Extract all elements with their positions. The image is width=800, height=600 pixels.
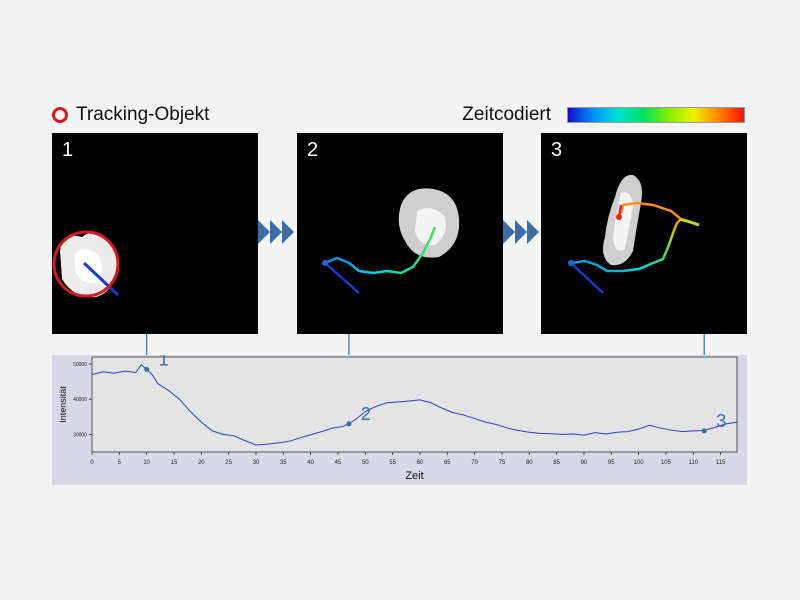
y-tick-label: 40000	[73, 397, 87, 403]
x-tick-label: 40	[307, 460, 314, 466]
frame-image-3	[568, 174, 700, 294]
tracking-ring-icon	[52, 107, 68, 123]
x-tick-label: 15	[171, 460, 178, 466]
frame-panel-1: 1	[52, 133, 258, 334]
x-tick-label: 90	[581, 460, 588, 466]
time-coded-legend: Zeitcodiert	[462, 104, 745, 126]
x-tick-label: 75	[499, 460, 506, 466]
x-tick-label: 5	[118, 460, 122, 466]
x-tick-label: 105	[661, 460, 672, 466]
frame-image-2	[322, 188, 460, 294]
frame-panel-3: 3	[541, 133, 747, 334]
frame-image-1	[52, 230, 120, 298]
marker-label: 2	[361, 404, 371, 424]
marker-dot	[701, 428, 707, 434]
x-tick-label: 110	[688, 460, 698, 466]
x-tick-label: 60	[417, 460, 424, 466]
x-tick-label: 95	[608, 460, 615, 466]
y-tick-label: 50000	[73, 362, 87, 368]
x-tick-label: 70	[471, 460, 478, 466]
x-tick-label: 45	[335, 460, 342, 466]
x-tick-label: 30	[253, 460, 260, 466]
tracking-object-label: Tracking-Objekt	[76, 104, 210, 125]
frame-number-2: 2	[307, 139, 319, 161]
intensity-chart: 0 5 10 15 20 25 30 35 40 45 50 55 60 65 70 75 80 85 90 95 10…	[58, 355, 738, 482]
tracking-object-legend: Tracking-Objekt	[52, 104, 209, 126]
x-tick-label: 20	[198, 460, 205, 466]
marker-dot	[346, 421, 352, 427]
x-tick-label: 50	[362, 460, 369, 466]
x-tick-label: 25	[225, 460, 232, 466]
next-arrow-1-icon	[258, 220, 294, 244]
next-arrow-2-icon	[503, 220, 539, 244]
frame-number-1: 1	[62, 139, 74, 161]
intensity-chart-panel: 0 5 10 15 20 25 30 35 40 45 50 55 60 65 70 75 80 85 90 95 10…	[52, 355, 747, 485]
marker-label: 3	[716, 411, 726, 431]
x-tick-label: 65	[444, 460, 451, 466]
marker-label: 1	[159, 355, 169, 369]
x-tick-label: 100	[634, 460, 645, 466]
y-tick-label: 30000	[73, 432, 87, 438]
x-tick-label: 55	[389, 460, 396, 466]
frame-panel-2: 2	[297, 133, 503, 334]
x-axis-label: Zeit	[405, 470, 423, 482]
time-coded-label: Zeitcodiert	[462, 104, 551, 125]
y-axis-label: Intensität	[58, 386, 68, 423]
x-tick-label: 10	[143, 460, 150, 466]
x-tick-label: 85	[553, 460, 560, 466]
x-tick-label: 0	[90, 460, 94, 466]
frame-number-3: 3	[551, 139, 563, 161]
x-tick-label: 35	[280, 460, 287, 466]
x-tick-label: 80	[526, 460, 533, 466]
intensity-series-line	[91, 364, 738, 446]
x-tick-label: 115	[716, 460, 726, 466]
marker-dot	[144, 366, 150, 372]
time-colorbar	[567, 107, 745, 123]
plot-area	[91, 356, 738, 453]
